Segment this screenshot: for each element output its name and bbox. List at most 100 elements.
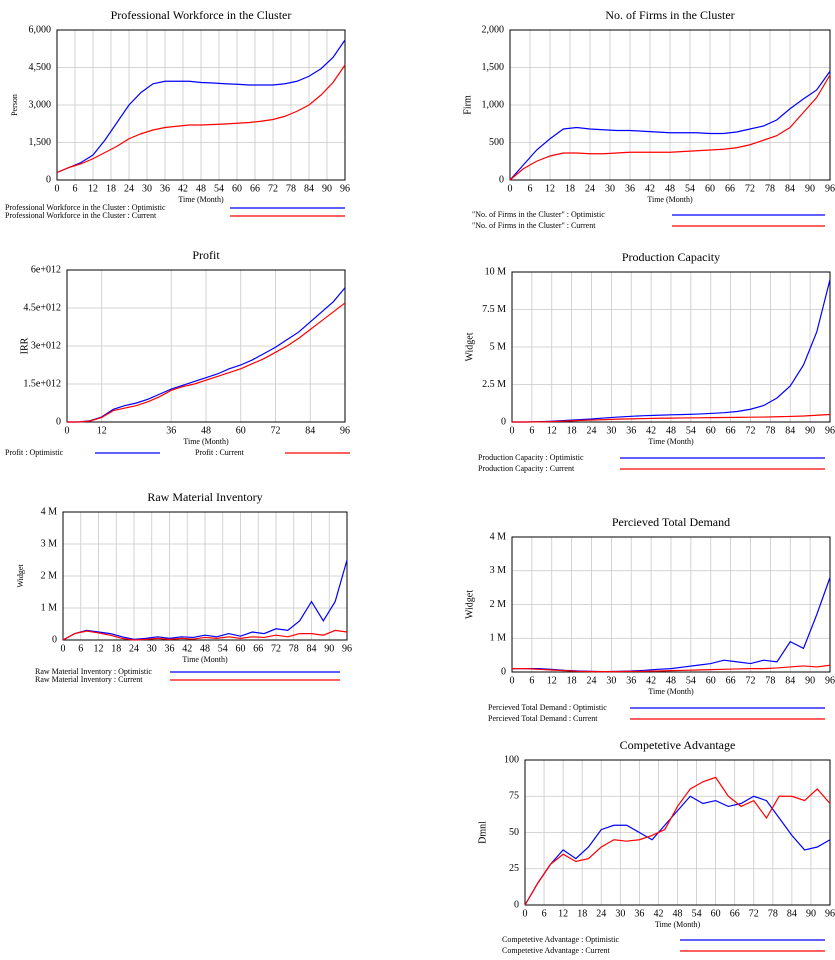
x-tick-label: 78 [289,643,299,654]
x-tick-label: 96 [825,908,835,919]
x-tick-label: 84 [787,908,797,919]
x-tick-label: 48 [200,643,210,654]
y-tick-label: 50 [509,827,519,838]
x-tick-label: 60 [236,643,246,654]
x-tick-label: 18 [111,643,121,654]
x-tick-label: 54 [218,643,228,654]
x-tick-label: 96 [825,183,835,194]
x-tick-label: 72 [745,183,755,194]
y-tick-label: 1,500 [29,137,52,148]
data-line [56,39,346,174]
y-tick-label: 0 [501,666,506,677]
x-tick-label: 12 [88,183,98,194]
x-tick-label: 72 [271,643,281,654]
x-tick-label: 0 [55,183,60,194]
x-tick-label: 66 [726,675,736,686]
x-tick-label: 60 [711,908,721,919]
y-tick-label: 0 [499,174,504,185]
x-tick-label: 24 [587,675,597,686]
x-tick-label: 90 [322,183,332,194]
x-tick-label: 0 [65,425,70,436]
y-tick-label: 6,000 [29,24,52,35]
y-tick-label: 0 [514,899,519,910]
x-tick-label: 90 [805,425,815,436]
x-tick-label: 0 [510,425,515,436]
x-tick-label: 0 [510,675,515,686]
x-tick-label: 12 [97,425,107,436]
x-tick-label: 36 [634,908,644,919]
x-tick-label: 36 [625,183,635,194]
y-tick-label: 4,500 [29,62,52,73]
y-tick-label: 4 M [41,506,58,517]
y-tick-label: 1,500 [482,62,505,73]
x-tick-label: 24 [587,425,597,436]
x-tick-label: 78 [286,183,296,194]
chart-title: Raw Material Inventory [147,490,262,504]
x-tick-label: 72 [271,425,281,436]
x-tick-label: 24 [585,183,595,194]
x-tick-label: 18 [106,183,116,194]
plot-frame [509,29,831,181]
x-tick-label: 42 [646,675,656,686]
legend-label: Percieved Total Demand : Optimistic [488,703,607,712]
data-line [62,559,348,641]
x-tick-label: 24 [596,908,606,919]
chart-title: Competetive Advantage [620,738,736,752]
x-tick-label: 12 [547,425,557,436]
x-tick-label: 78 [765,425,775,436]
x-tick-label: 96 [340,183,350,194]
x-tick-label: 72 [746,425,756,436]
legend-label: Production Capacity : Optimistic [478,453,584,462]
x-tick-label: 36 [626,675,636,686]
x-tick-label: 66 [725,183,735,194]
data-line [67,287,346,423]
legend-label: Professional Workforce in the Cluster : … [5,203,166,212]
y-axis-label: Widget [464,590,475,619]
x-tick-label: 96 [340,425,350,436]
legend-label: Production Capacity : Current [478,464,575,473]
x-tick-label: 36 [165,643,175,654]
x-tick-label: 84 [304,183,314,194]
x-tick-label: 48 [666,675,676,686]
x-tick-label: 30 [142,183,152,194]
data-line [512,413,831,423]
legend-label: "No. of Firms in the Cluster" : Current [472,221,596,230]
x-tick-label: 6 [528,183,533,194]
x-tick-label: 30 [147,643,157,654]
y-tick-label: 0 [52,634,57,645]
x-tick-label: 18 [567,675,577,686]
data-line [509,70,831,181]
x-axis-label: Time (Month) [648,687,694,696]
y-tick-label: 3 M [490,565,507,576]
x-tick-label: 12 [558,908,568,919]
data-line [509,74,831,181]
y-axis-label: Person [10,94,19,116]
x-tick-label: 0 [523,908,528,919]
plot-frame [511,271,831,423]
x-tick-label: 6 [78,643,83,654]
x-axis-label: Time (Month) [183,437,229,446]
y-tick-label: 25 [509,863,519,874]
chart-title: Percieved Total Demand [612,515,730,529]
y-tick-label: 1,000 [482,99,505,110]
y-axis-label: Widget [464,332,475,361]
x-tick-label: 42 [645,183,655,194]
data-line [56,64,346,174]
y-tick-label: 5 M [490,341,507,352]
chart-title: Profit [192,248,220,262]
x-tick-label: 90 [805,675,815,686]
y-tick-label: 3,000 [29,99,52,110]
chart-title: Professional Workforce in the Cluster [111,8,292,22]
data-line [524,776,831,906]
y-axis-label: Widget [16,564,25,588]
x-tick-label: 72 [268,183,278,194]
data-line [512,664,831,673]
x-tick-label: 12 [547,675,557,686]
legend-label: "No. of Firms in the Cluster" : Optimist… [472,210,605,219]
x-tick-label: 66 [726,425,736,436]
plot-frame [62,511,348,641]
plot-frame [56,29,346,181]
legend-label: Competetive Advantage : Optimistic [502,935,620,944]
legend-label: Professional Workforce in the Cluster : … [5,211,157,220]
x-tick-label: 12 [94,643,104,654]
